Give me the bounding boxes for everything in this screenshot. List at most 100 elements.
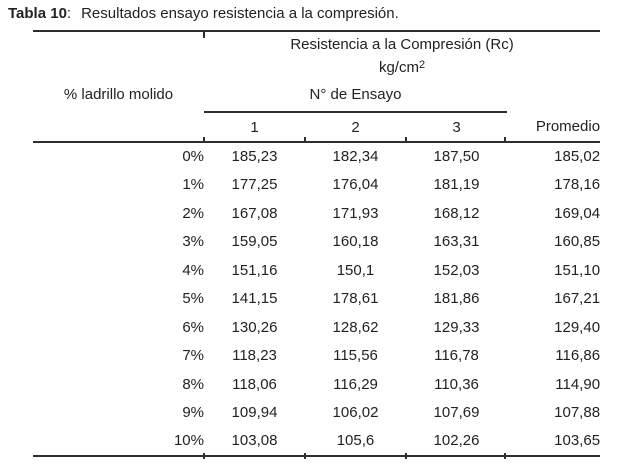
percent-cell: 2%	[182, 204, 204, 222]
promedio-cell: 129,40	[554, 318, 601, 336]
column-tick	[203, 137, 205, 143]
table-row: 3% 159,05 160,18 163,31 160,85	[33, 228, 600, 257]
ensayo-col-header-2: 2	[305, 112, 406, 143]
table-row: 1% 177,25 176,04 181,19 178,16	[33, 171, 600, 200]
table-row: 7% 118,23 115,56 116,78 116,86	[33, 342, 600, 371]
column-tick	[304, 137, 306, 143]
table-row: 10% 103,08 105,6 102,26 103,65	[33, 427, 600, 456]
ensayo3-cell: 102,26	[433, 432, 480, 450]
promedio-cell: 116,86	[555, 347, 601, 365]
table-row: 4% 151,16 150,1 152,03 151,10	[33, 256, 600, 285]
group-header-cell: Resistencia a la Compresión (Rc)	[290, 36, 514, 53]
ensayo3-cell: 110,36	[434, 375, 479, 393]
promedio-header-cell: Promedio	[507, 112, 601, 143]
percent-cell: 1%	[182, 176, 204, 194]
ensayo3-cell: 152,03	[433, 261, 480, 279]
ensayo3-cell: 187,50	[433, 148, 480, 166]
ensayo1-cell: 103,08	[231, 432, 278, 450]
ensayo3-cell: 163,31	[433, 233, 480, 251]
percent-cell: 4%	[182, 261, 204, 279]
column-tick	[304, 452, 306, 459]
percent-cell: 6%	[182, 318, 204, 336]
ensayo1-cell: 141,15	[231, 290, 278, 308]
ensayo2-cell: 150,1	[336, 261, 375, 279]
ensayo1-cell: 118,06	[232, 375, 277, 393]
ensayo-col-header-3: 3	[406, 112, 507, 143]
results-table: Resistencia a la Compresión (Rc) kg/cm2 …	[33, 30, 601, 457]
unit-cell: kg/cm2	[204, 57, 600, 77]
promedio-cell: 185,02	[554, 148, 601, 166]
ensayo2-cell: 178,61	[332, 290, 379, 308]
ensayo-col-header-1: 1	[204, 112, 305, 143]
column-tick	[504, 137, 506, 143]
column-tick	[203, 452, 205, 459]
table-body: 0% 185,23 182,34 187,50 185,02 1% 177,25 176,04…	[33, 142, 600, 456]
percent-header-cell: % ladrillo molido	[63, 86, 174, 103]
ensayo2-cell: 176,04	[332, 176, 379, 194]
ensayo2-cell: 182,34	[332, 148, 379, 166]
ensayo2-cell: 106,02	[332, 404, 379, 422]
promedio-cell: 169,04	[554, 204, 601, 222]
caption-label: Tabla 10	[8, 5, 67, 22]
ensayo3-cell: 181,19	[433, 176, 480, 194]
empty-cell	[33, 112, 204, 143]
percent-cell: 5%	[182, 290, 204, 308]
ensayo1-cell: 109,94	[231, 404, 278, 422]
ensayo2-cell: 116,29	[333, 375, 378, 393]
promedio-cell: 167,21	[554, 290, 601, 308]
table-row: 0% 185,23 182,34 187,50 185,02	[33, 142, 600, 171]
header-row-unit: kg/cm2	[33, 57, 600, 77]
table-row: 5% 141,15 178,61 181,86 167,21	[33, 285, 600, 314]
column-tick	[504, 452, 506, 459]
ensayo2-cell: 128,62	[332, 318, 379, 336]
ensayo1-cell: 151,16	[231, 261, 278, 279]
percent-cell: 3%	[182, 233, 204, 251]
percent-cell: 0%	[182, 148, 204, 166]
ensayo1-cell: 118,23	[232, 347, 277, 365]
unit-base: kg/cm	[378, 58, 419, 76]
header-row-columns: 1 2 3 Promedio	[33, 112, 601, 143]
promedio-cell: 114,90	[555, 375, 601, 393]
promedio-cell: 151,10	[554, 261, 601, 279]
ensayo2-cell: 171,93	[332, 204, 379, 222]
promedio-cell: 103,65	[554, 432, 601, 450]
unit-exponent: 2	[418, 58, 426, 71]
empty-cell	[33, 57, 204, 77]
ensayo1-cell: 167,08	[231, 204, 278, 222]
empty-cell	[507, 77, 600, 112]
percent-cell: 8%	[182, 375, 204, 393]
ensayo1-cell: 185,23	[231, 148, 278, 166]
table-row: 9% 109,94 106,02 107,69 107,88	[33, 399, 600, 428]
promedio-cell: 107,88	[554, 404, 601, 422]
ensayo3-cell: 116,78	[434, 347, 479, 365]
table-row: 2% 167,08 171,93 168,12 169,04	[33, 199, 600, 228]
ensayo1-cell: 159,05	[231, 233, 278, 251]
table-row: 6% 130,26 128,62 129,33 129,40	[33, 313, 600, 342]
ensayo2-cell: 105,6	[336, 432, 375, 450]
ensayo-group-header-cell: N° de Ensayo	[204, 77, 507, 113]
table-caption: Tabla 10: Resultados ensayo resistencia a…	[8, 5, 399, 22]
percent-cell: 10%	[173, 432, 204, 450]
ensayo1-cell: 177,25	[231, 176, 278, 194]
header-row-group: Resistencia a la Compresión (Rc)	[33, 31, 600, 57]
percent-cell: 9%	[182, 404, 204, 422]
ensayo3-cell: 181,86	[433, 290, 480, 308]
ensayo3-cell: 129,33	[433, 318, 480, 336]
column-tick	[405, 137, 407, 143]
promedio-cell: 178,16	[554, 176, 601, 194]
empty-cell	[33, 31, 204, 57]
caption-text: Resultados ensayo resistencia a la compr…	[81, 5, 399, 22]
promedio-cell: 160,85	[554, 233, 601, 251]
column-tick	[405, 452, 407, 459]
ensayo3-cell: 107,69	[433, 404, 480, 422]
ensayo1-cell: 130,26	[231, 318, 278, 336]
ensayo2-cell: 160,18	[332, 233, 379, 251]
column-tick	[203, 32, 205, 38]
header-row-labels: % ladrillo molido N° de Ensayo	[33, 77, 600, 113]
results-table-wrapper: Resistencia a la Compresión (Rc) kg/cm2 …	[33, 30, 601, 459]
ensayo3-cell: 168,12	[433, 204, 480, 222]
ensayo2-cell: 115,56	[333, 347, 378, 365]
caption-separator: :	[66, 5, 72, 22]
table-row: 8% 118,06 116,29 110,36 114,90	[33, 370, 600, 399]
